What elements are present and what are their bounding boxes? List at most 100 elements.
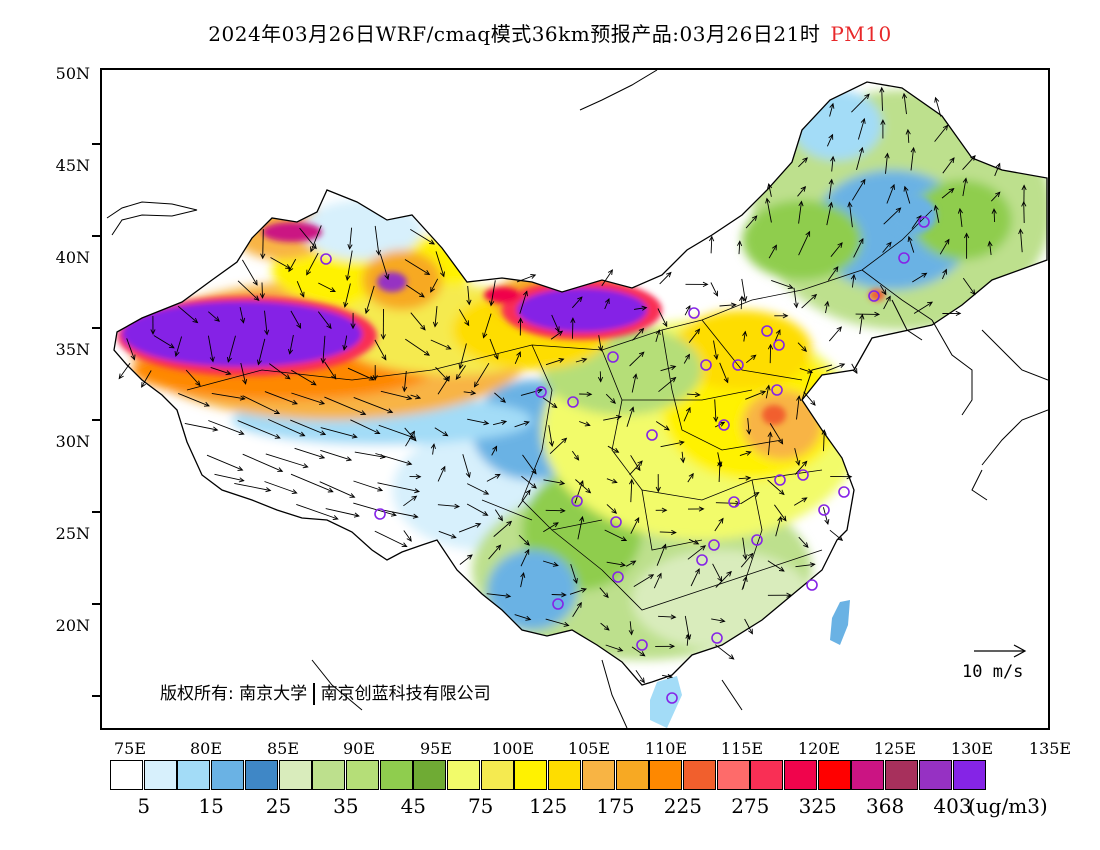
wind-arrow: [629, 621, 633, 635]
wind-arrow-head: [580, 587, 587, 593]
wind-arrow-head: [586, 391, 593, 397]
wind-arrow: [466, 503, 488, 516]
copyright-prefix: 版权所有:: [160, 684, 234, 704]
wind-arrow-head: [805, 230, 811, 237]
wind-arrow: [374, 225, 380, 255]
legend-swatch: [379, 760, 413, 790]
wind-arrow: [655, 421, 670, 431]
wind-arrow-head: [670, 376, 677, 383]
wind-arrow: [437, 466, 446, 482]
city-marker: [700, 359, 712, 371]
wind-arrow: [207, 335, 214, 362]
wind-arrow: [294, 447, 325, 459]
wind-arrow-head: [995, 191, 1001, 198]
wind-arrow: [153, 335, 175, 349]
map-title: 2024年03月26日WRF/cmaq模式36km预报产品:03月26日21时 P…: [0, 18, 1100, 47]
legend-label: 125: [529, 794, 568, 818]
wind-arrow: [660, 441, 684, 448]
wind-arrow: [799, 367, 813, 373]
wind-arrow-head: [415, 394, 422, 400]
wind-arrow: [488, 544, 501, 560]
wind-arrow-head: [620, 562, 627, 568]
wind-arrow-head: [809, 562, 816, 568]
wind-arrow: [826, 363, 845, 372]
wind-arrow: [712, 563, 723, 582]
wind-arrow: [318, 282, 336, 292]
wind-arrow: [493, 521, 512, 537]
wind-arrow-head: [621, 536, 628, 541]
wind-arrow-head: [517, 317, 524, 324]
wind-arrow: [882, 242, 892, 253]
wind-arrow-head: [634, 516, 640, 523]
wind-arrow: [686, 634, 689, 646]
wind-arrow: [551, 314, 560, 332]
wind-arrow-head: [617, 646, 624, 652]
wind-arrow-head: [847, 201, 853, 208]
wind-arrow: [343, 335, 348, 350]
wind-arrow-head: [372, 375, 378, 381]
legend-swatch: [918, 760, 952, 790]
wind-arrow-head: [745, 450, 752, 456]
wind-arrow: [208, 311, 220, 322]
lat-label-20n: 20N: [55, 616, 90, 635]
wind-arrow: [403, 495, 417, 507]
wind-arrow: [993, 209, 996, 223]
wind-arrow: [455, 365, 466, 380]
wind-arrow: [575, 358, 587, 363]
wind-arrow: [798, 157, 808, 168]
wind-arrow-head: [944, 238, 950, 245]
wind-arrow-head: [661, 543, 667, 550]
wind-arrow: [574, 480, 584, 504]
wind-arrow-head: [174, 351, 180, 357]
lat-tick: [92, 143, 100, 145]
legend-label: 15: [198, 794, 224, 818]
wind-arrow: [827, 266, 839, 281]
wind-arrow-head: [406, 536, 412, 542]
wind-arrow: [118, 363, 131, 379]
wind-arrow-head: [753, 492, 760, 498]
wind-arrow: [745, 215, 758, 229]
wind-arrow-head: [713, 290, 718, 297]
wind-arrow-head: [412, 513, 419, 519]
wind-arrow: [520, 549, 530, 567]
wind-arrow: [738, 477, 751, 480]
lat-label-50n: 50N: [55, 64, 90, 83]
wind-arrow-head: [239, 395, 246, 401]
wind-arrow: [310, 225, 322, 252]
wind-arrow-head: [549, 441, 555, 448]
wind-arrow-head: [884, 152, 890, 159]
wind-arrow: [571, 450, 579, 461]
wind-arrow: [410, 312, 426, 331]
wind-arrow: [1019, 229, 1023, 253]
wind-reference-arrow: [974, 644, 1027, 658]
wind-arrow-head: [615, 414, 623, 420]
wind-arrow-head: [686, 634, 692, 641]
map-frame[interactable]: [100, 68, 1050, 730]
wind-arrow: [715, 571, 732, 588]
lat-label-35n: 35N: [55, 340, 90, 359]
wind-arrow-head: [551, 402, 558, 409]
wind-arrow-head: [288, 266, 294, 273]
wind-arrow: [325, 508, 359, 517]
wind-arrow-head: [554, 326, 560, 333]
wind-arrow: [767, 560, 785, 572]
taiwan-region: [830, 600, 850, 645]
wind-arrow-head: [470, 390, 477, 396]
wind-arrow: [320, 449, 352, 461]
wind-arrow-head: [576, 601, 582, 608]
wind-arrow-head: [1018, 228, 1024, 235]
wind-arrow-head: [406, 460, 413, 466]
wind-arrow-head: [934, 96, 940, 103]
wind-arrow: [239, 307, 244, 323]
legend-swatch: [581, 760, 615, 790]
wind-arrow: [522, 454, 537, 474]
wind-arrow: [768, 183, 772, 197]
wind-arrow-head: [168, 343, 175, 349]
wind-arrow-head: [810, 400, 816, 406]
wind-arrow: [829, 103, 834, 117]
legend-swatch: [244, 760, 278, 790]
wind-arrow-head: [414, 488, 421, 494]
wind-arrow-head: [409, 430, 415, 437]
wind-arrow: [237, 280, 260, 301]
wind-arrow: [346, 250, 353, 281]
